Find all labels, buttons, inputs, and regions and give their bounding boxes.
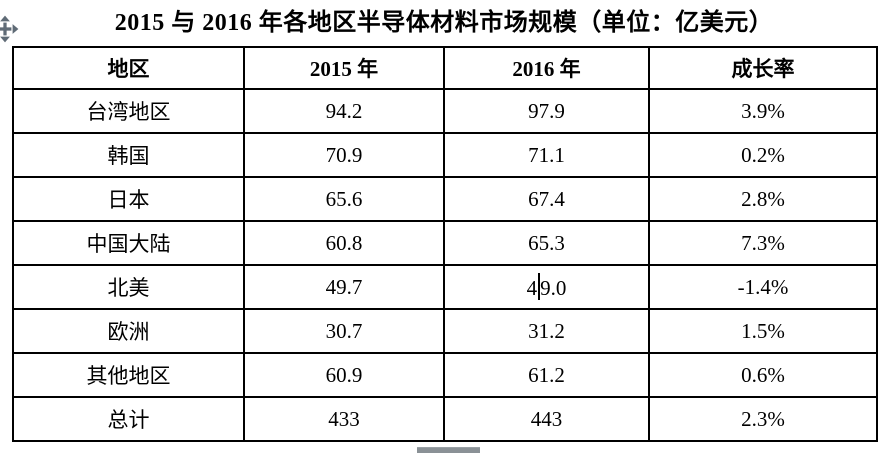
value-cell[interactable]: 3.9% bbox=[648, 88, 878, 134]
value-cell[interactable]: 49.7 bbox=[243, 264, 445, 310]
table-body: 台湾地区 94.2 97.9 3.9% 韩国 70.9 71.1 0.2% 日本 65.6 67.4… bbox=[12, 88, 878, 442]
value-cell[interactable]: 94.2 bbox=[243, 88, 445, 134]
table-row: 台湾地区 94.2 97.9 3.9% bbox=[12, 88, 878, 134]
value-cell[interactable]: 60.8 bbox=[243, 220, 445, 266]
header-2016[interactable]: 2016 年 bbox=[443, 46, 650, 90]
region-cell[interactable]: 日本 bbox=[12, 176, 245, 222]
region-cell[interactable]: 中国大陆 bbox=[12, 220, 245, 266]
table-row: 北美 49.7 4 9.0 -1.4% bbox=[12, 264, 878, 310]
value-cell[interactable]: 60.9 bbox=[243, 352, 445, 398]
value-cell[interactable]: -1.4% bbox=[648, 264, 878, 310]
value-cell[interactable]: 4 9.0 bbox=[443, 264, 650, 310]
region-cell[interactable]: 总计 bbox=[12, 396, 245, 442]
table-header-row: 地区 2015 年 2016 年 成长率 bbox=[12, 46, 878, 90]
semiconductor-market-table: 地区 2015 年 2016 年 成长率 台湾地区 94.2 97.9 3.9% 韩国 7… bbox=[12, 46, 878, 442]
value-cell[interactable]: 61.2 bbox=[443, 352, 650, 398]
value-cell[interactable]: 65.6 bbox=[243, 176, 445, 222]
header-2015[interactable]: 2015 年 bbox=[243, 46, 445, 90]
region-cell[interactable]: 其他地区 bbox=[12, 352, 245, 398]
table-row: 日本 65.6 67.4 2.8% bbox=[12, 176, 878, 222]
value-cell[interactable]: 433 bbox=[243, 396, 445, 442]
header-growth[interactable]: 成长率 bbox=[648, 46, 878, 90]
value-cell[interactable]: 7.3% bbox=[648, 220, 878, 266]
value-cell[interactable]: 30.7 bbox=[243, 308, 445, 354]
table-row: 欧洲 30.7 31.2 1.5% bbox=[12, 308, 878, 354]
text-cursor bbox=[538, 273, 541, 300]
value-cell[interactable]: 1.5% bbox=[648, 308, 878, 354]
value-cell[interactable]: 2.8% bbox=[648, 176, 878, 222]
region-cell[interactable]: 欧洲 bbox=[12, 308, 245, 354]
value-cell[interactable]: 97.9 bbox=[443, 88, 650, 134]
value-cell[interactable]: 71.1 bbox=[443, 132, 650, 178]
value-cell[interactable]: 2.3% bbox=[648, 396, 878, 442]
value-cell[interactable]: 65.3 bbox=[443, 220, 650, 266]
scrollbar-thumb[interactable] bbox=[417, 447, 480, 453]
value-cell[interactable]: 0.2% bbox=[648, 132, 878, 178]
table-row: 其他地区 60.9 61.2 0.6% bbox=[12, 352, 878, 398]
table-row: 韩国 70.9 71.1 0.2% bbox=[12, 132, 878, 178]
value-cell[interactable]: 443 bbox=[443, 396, 650, 442]
table-move-handle-icon[interactable] bbox=[0, 15, 19, 43]
four-way-move-arrows-icon bbox=[0, 15, 19, 43]
region-cell[interactable]: 北美 bbox=[12, 264, 245, 310]
value-cell[interactable]: 70.9 bbox=[243, 132, 445, 178]
header-region[interactable]: 地区 bbox=[12, 46, 245, 90]
value-cell[interactable]: 67.4 bbox=[443, 176, 650, 222]
table-row: 中国大陆 60.8 65.3 7.3% bbox=[12, 220, 878, 266]
page-title: 2015 与 2016 年各地区半导体材料市场规模（单位：亿美元） bbox=[114, 10, 774, 36]
region-cell[interactable]: 台湾地区 bbox=[12, 88, 245, 134]
region-cell[interactable]: 韩国 bbox=[12, 132, 245, 178]
table-row: 总计 433 443 2.3% bbox=[12, 396, 878, 442]
value-cell[interactable]: 31.2 bbox=[443, 308, 650, 354]
value-cell[interactable]: 0.6% bbox=[648, 352, 878, 398]
